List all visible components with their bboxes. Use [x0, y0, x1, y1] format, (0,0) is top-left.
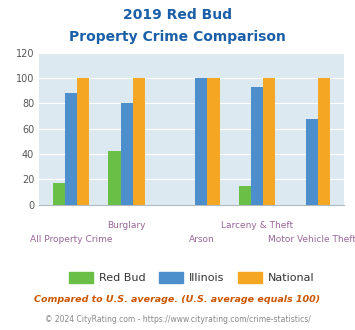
Bar	[108, 151, 120, 205]
Legend: Red Bud, Illinois, National: Red Bud, Illinois, National	[65, 268, 319, 288]
Bar	[65, 93, 77, 205]
Bar	[53, 183, 65, 205]
Bar	[306, 118, 318, 205]
Text: Compared to U.S. average. (U.S. average equals 100): Compared to U.S. average. (U.S. average …	[34, 295, 321, 304]
Bar	[239, 185, 251, 205]
Bar	[207, 78, 220, 205]
Bar	[263, 78, 275, 205]
Bar	[251, 87, 263, 205]
Text: Burglary: Burglary	[107, 221, 146, 230]
Text: 2019 Red Bud: 2019 Red Bud	[123, 8, 232, 22]
Text: All Property Crime: All Property Crime	[30, 235, 113, 244]
Text: © 2024 CityRating.com - https://www.cityrating.com/crime-statistics/: © 2024 CityRating.com - https://www.city…	[45, 315, 310, 324]
Bar	[77, 78, 89, 205]
Bar	[120, 103, 133, 205]
Text: Arson: Arson	[189, 235, 214, 244]
Text: Property Crime Comparison: Property Crime Comparison	[69, 30, 286, 44]
Bar	[195, 78, 207, 205]
Text: Motor Vehicle Theft: Motor Vehicle Theft	[268, 235, 355, 244]
Bar	[318, 78, 331, 205]
Bar	[133, 78, 145, 205]
Text: Larceny & Theft: Larceny & Theft	[221, 221, 293, 230]
